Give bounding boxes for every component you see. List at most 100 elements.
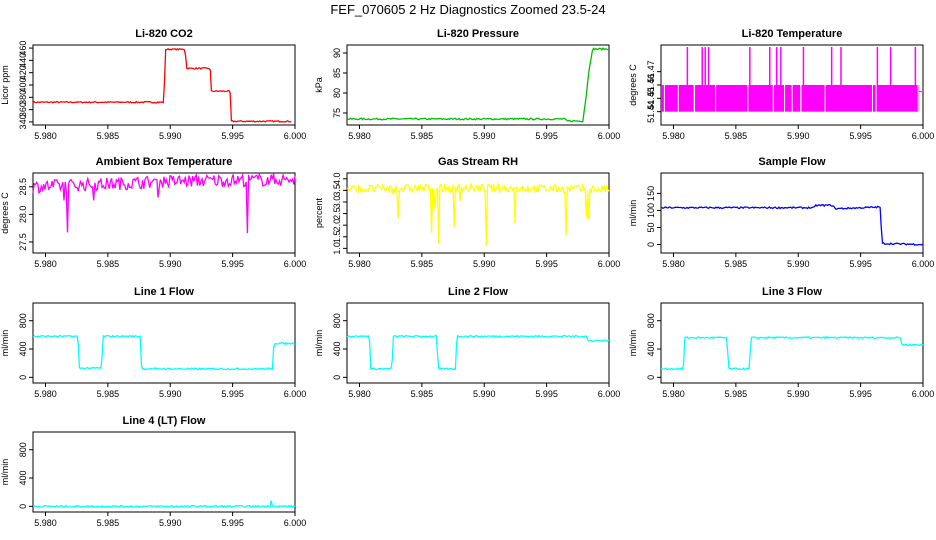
y-tick-label: 0 [646, 242, 656, 247]
plot-frame [32, 172, 296, 254]
series-line [32, 47, 292, 123]
x-tick-label: 5.990 [473, 259, 496, 269]
series-line [32, 172, 296, 234]
x-tick-label: 5.995 [221, 518, 244, 528]
series-line [32, 500, 296, 509]
panel-2: Li-820 Temperature 5.980 5.985 5.990 5.995 6.… [628, 28, 934, 141]
series-line [346, 47, 610, 123]
x-tick-label: 5.990 [159, 131, 182, 141]
y-tick-label: 51.44 [646, 100, 656, 123]
x-tick-label: 5.995 [221, 259, 244, 269]
x-tick-label: 5.990 [159, 259, 182, 269]
x-tick-label: 5.985 [411, 259, 434, 269]
panel-5: Sample Flow 5.980 5.985 5.990 5.995 6.000 0 50 1… [628, 156, 934, 269]
plot-frame [660, 172, 924, 254]
panel-title: Line 3 Flow [762, 286, 822, 298]
x-tick-label: 6.000 [912, 259, 935, 269]
panel-title: Li-820 Pressure [437, 28, 519, 40]
series-line [346, 181, 610, 247]
y-axis-label: ml/min [628, 200, 638, 227]
y-tick-label: 28.0 [18, 206, 28, 224]
plot-frame [32, 302, 296, 384]
y-tick-label: 420 [18, 65, 28, 80]
x-tick-label: 5.980 [348, 131, 371, 141]
y-tick-label: 800 [18, 442, 28, 457]
y-axis-label: Licor ppm [0, 65, 10, 105]
y-tick-label: 2.5 [332, 207, 342, 220]
series-line [32, 334, 296, 371]
x-tick-label: 5.985 [725, 259, 748, 269]
y-tick-label: 1.0 [332, 242, 342, 255]
y-axis-label: ml/min [0, 459, 10, 486]
temperature-band [661, 85, 920, 112]
y-tick-label: 360 [18, 102, 28, 117]
y-tick-label: 0 [18, 504, 28, 509]
y-tick-label: 28.5 [18, 178, 28, 196]
y-tick-label: 0 [646, 375, 656, 380]
y-tick-label: 340 [18, 114, 28, 129]
x-tick-label: 6.000 [284, 389, 307, 399]
x-tick-label: 5.980 [34, 131, 57, 141]
x-tick-label: 5.990 [787, 389, 810, 399]
series-line [660, 203, 924, 246]
y-tick-label: 1.5 [332, 231, 342, 244]
x-tick-label: 5.985 [411, 389, 434, 399]
x-tick-label: 5.985 [97, 518, 120, 528]
y-tick-label: 75 [332, 108, 342, 118]
x-tick-label: 5.990 [159, 389, 182, 399]
y-axis-label: degrees C [628, 64, 638, 106]
y-tick-label: 400 [332, 342, 342, 357]
x-tick-label: 5.990 [473, 131, 496, 141]
y-tick-label: 4.0 [332, 173, 342, 186]
panel-4: Gas Stream RH 5.980 5.985 5.990 5.995 6.000 1.… [314, 156, 620, 269]
x-tick-label: 5.995 [535, 389, 558, 399]
panel-title: Li-820 Temperature [742, 28, 843, 40]
x-tick-label: 6.000 [284, 518, 307, 528]
x-tick-label: 6.000 [284, 131, 307, 141]
y-tick-label: 400 [18, 77, 28, 92]
y-tick-label: 400 [18, 471, 28, 486]
panel-8: Line 3 Flow 5.980 5.985 5.990 5.995 6.000 0 400… [628, 286, 934, 399]
y-tick-label: 51.46 [646, 74, 656, 97]
x-tick-label: 5.995 [535, 259, 558, 269]
x-tick-label: 5.995 [849, 131, 872, 141]
panel-title: Gas Stream RH [438, 156, 518, 168]
x-tick-label: 5.985 [97, 259, 120, 269]
y-tick-label: 100 [646, 203, 656, 218]
plot-frame [346, 302, 610, 384]
plot-frame [346, 172, 610, 254]
x-tick-label: 6.000 [598, 389, 621, 399]
x-tick-label: 5.995 [221, 131, 244, 141]
x-tick-label: 5.980 [662, 131, 685, 141]
panel-7: Line 2 Flow 5.980 5.985 5.990 5.995 6.000 0 400… [314, 286, 620, 399]
x-tick-label: 5.980 [662, 389, 685, 399]
x-tick-label: 5.980 [662, 259, 685, 269]
x-tick-label: 5.995 [849, 389, 872, 399]
panel-title: Sample Flow [758, 156, 826, 168]
y-tick-label: 85 [332, 68, 342, 78]
x-tick-label: 5.980 [34, 259, 57, 269]
panel-title: Line 4 (LT) Flow [123, 415, 206, 427]
panel-title: Line 1 Flow [134, 286, 194, 298]
x-tick-label: 5.980 [34, 389, 57, 399]
y-tick-label: 440 [18, 53, 28, 68]
y-tick-label: 27.5 [18, 233, 28, 251]
series-line [660, 336, 924, 371]
x-tick-label: 6.000 [598, 259, 621, 269]
x-tick-label: 5.985 [411, 131, 434, 141]
x-tick-label: 5.995 [221, 389, 244, 399]
y-axis-label: percent [314, 197, 324, 228]
y-tick-label: 800 [646, 313, 656, 328]
x-tick-label: 5.995 [849, 259, 872, 269]
panel-9: Line 4 (LT) Flow 5.980 5.985 5.990 5.995 6.00… [0, 415, 306, 528]
panel-title: Ambient Box Temperature [96, 156, 233, 168]
y-tick-label: 3.5 [332, 184, 342, 197]
y-tick-label: 800 [332, 313, 342, 328]
panel-0: Li-820 CO2 5.980 5.985 5.990 5.995 6.000 34036… [0, 28, 306, 141]
plot-frame [346, 44, 610, 126]
y-tick-label: 0 [18, 375, 28, 380]
x-tick-label: 5.985 [97, 131, 120, 141]
x-tick-label: 6.000 [284, 259, 307, 269]
x-tick-label: 5.980 [34, 518, 57, 528]
